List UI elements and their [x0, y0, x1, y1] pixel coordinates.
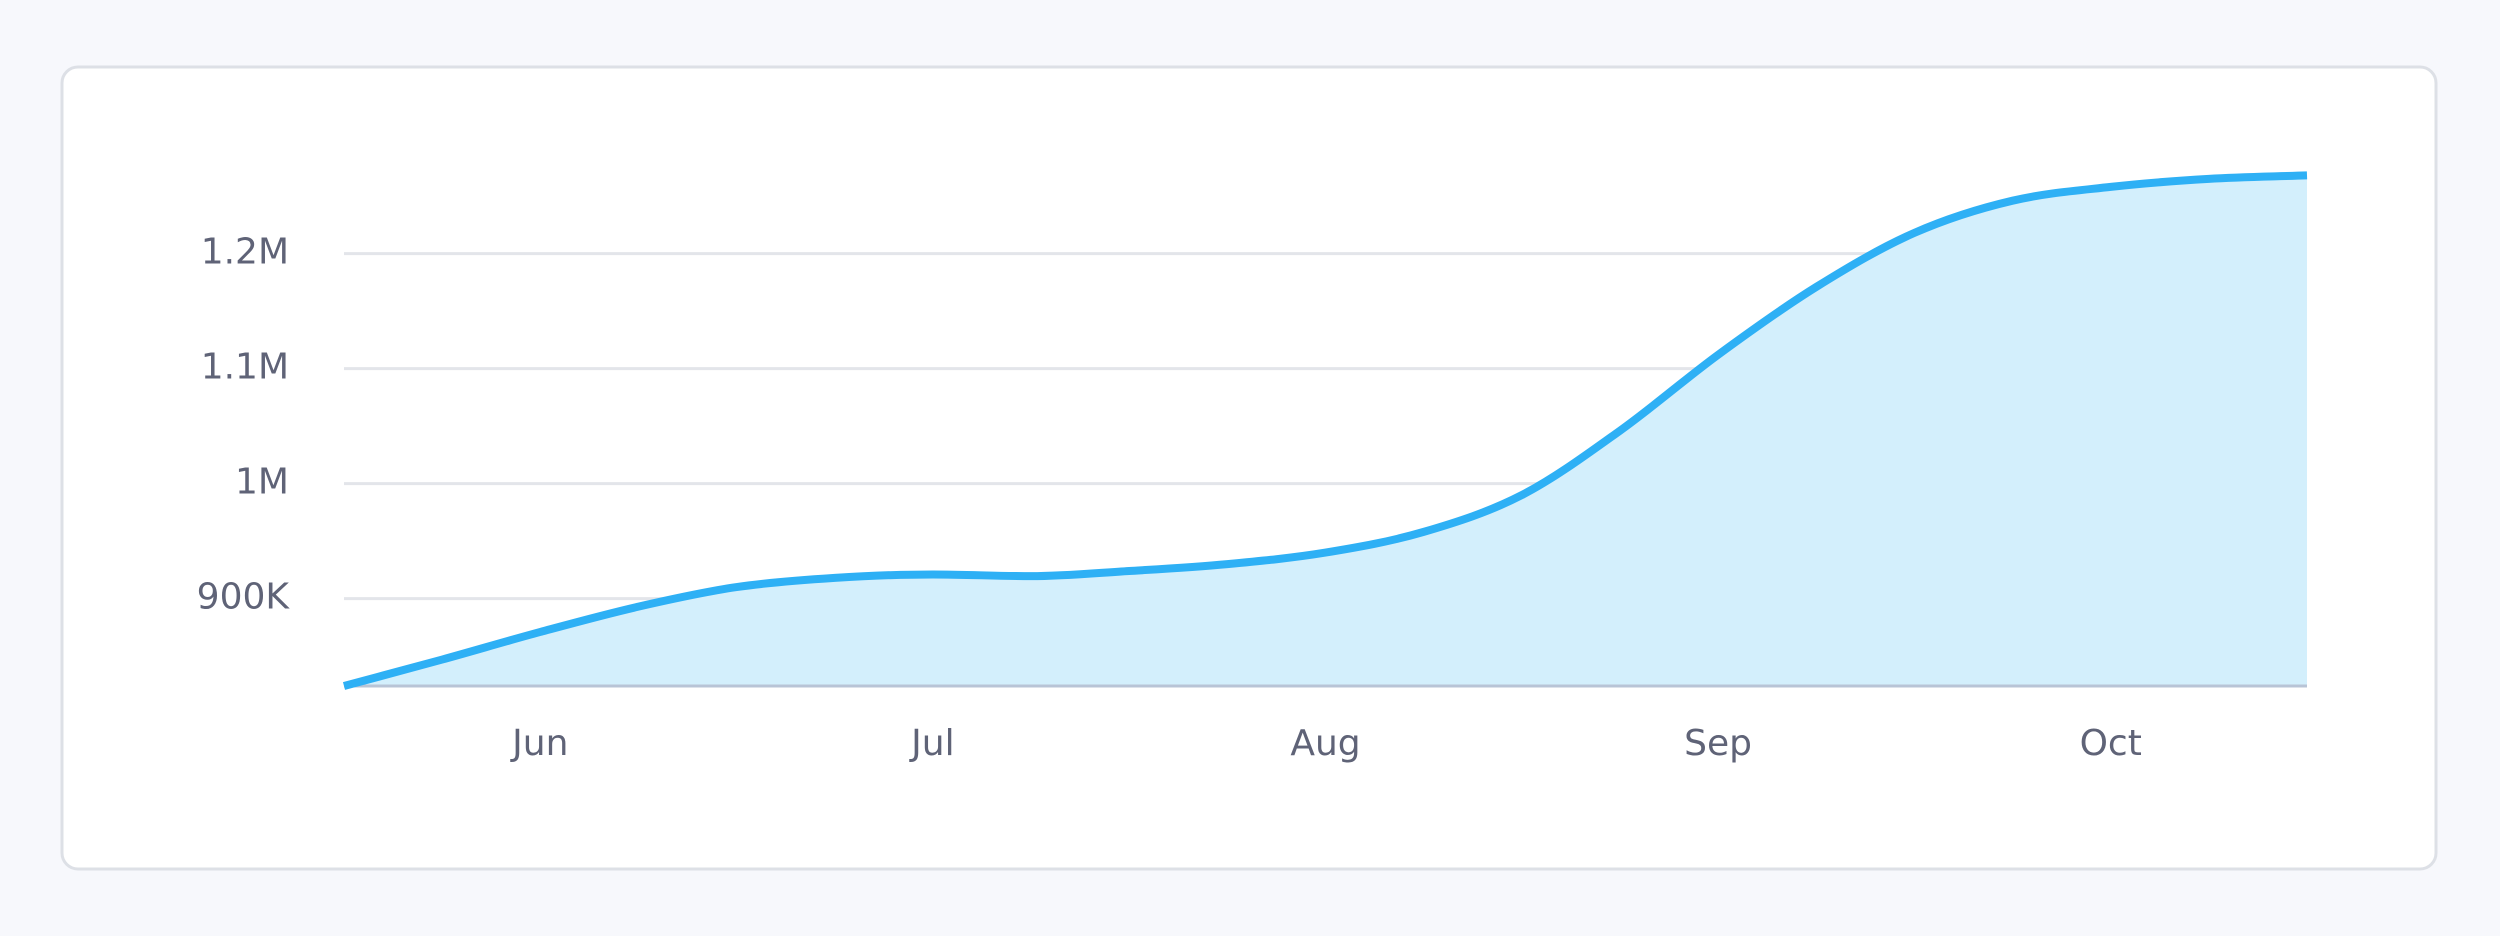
area-fill — [344, 175, 2307, 686]
y-tick-label: 900K — [197, 577, 291, 618]
area-line — [342, 171, 2308, 690]
x-tick-label: Jun — [510, 723, 568, 764]
x-tick-label: Sep — [1684, 723, 1752, 764]
x-tick-label: Jul — [909, 723, 954, 764]
y-tick-label: 1M — [235, 462, 289, 503]
y-tick-label: 1.2M — [201, 232, 289, 273]
x-tick-label: Oct — [2080, 723, 2142, 764]
x-tick-label: Aug — [1290, 723, 1360, 764]
y-tick-label: 1.1M — [201, 347, 289, 388]
